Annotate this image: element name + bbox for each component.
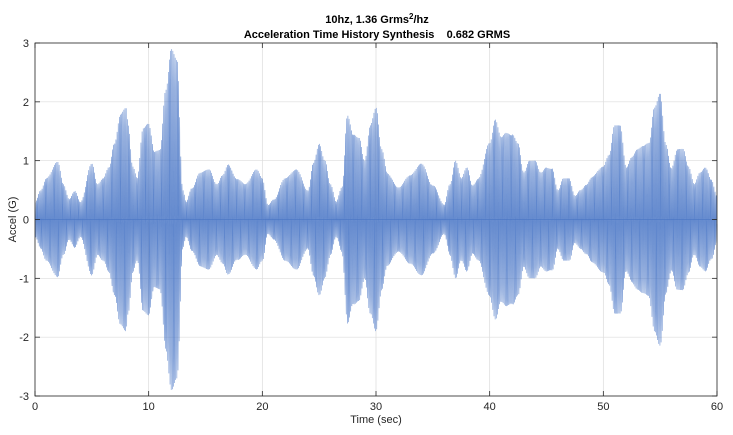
- y-tick-label: 3: [23, 38, 29, 50]
- chart-title-superscript: 2: [409, 12, 414, 21]
- y-tick-label: -2: [19, 332, 29, 344]
- y-tick-label: 0: [23, 215, 29, 227]
- chart-title-line2: Acceleration Time History Synthesis 0.68…: [244, 29, 510, 41]
- y-tick-label: -1: [19, 273, 29, 285]
- x-tick-label: 20: [256, 401, 268, 413]
- y-axis-label: Accel (G): [7, 197, 19, 243]
- x-tick-label: 60: [711, 401, 723, 413]
- x-tick-label: 10: [143, 401, 155, 413]
- tick-marks: [34, 42, 718, 397]
- x-tick-label: 30: [370, 401, 382, 413]
- signal-series: [34, 49, 718, 390]
- chart-title-prefix: 10hz, 1.36 Grms: [325, 14, 409, 26]
- x-tick-label: 50: [597, 401, 609, 413]
- x-tick-labels: 0 10 20 30 40 50 60: [32, 401, 723, 413]
- x-tick-label: 0: [32, 401, 38, 413]
- x-tick-label: 40: [484, 401, 496, 413]
- series-line-acceleration: [34, 49, 718, 390]
- y-tick-label: 2: [23, 97, 29, 109]
- chart-title-suffix: /hz: [413, 14, 429, 26]
- chart-title-line1: 10hz, 1.36 Grms2/hz: [325, 12, 429, 26]
- y-tick-labels: -3 -2 -1 0 1 2 3: [19, 38, 29, 403]
- x-axis-label: Time (sec): [350, 414, 402, 426]
- y-tick-label: 1: [23, 156, 29, 168]
- y-tick-label: -3: [19, 391, 29, 403]
